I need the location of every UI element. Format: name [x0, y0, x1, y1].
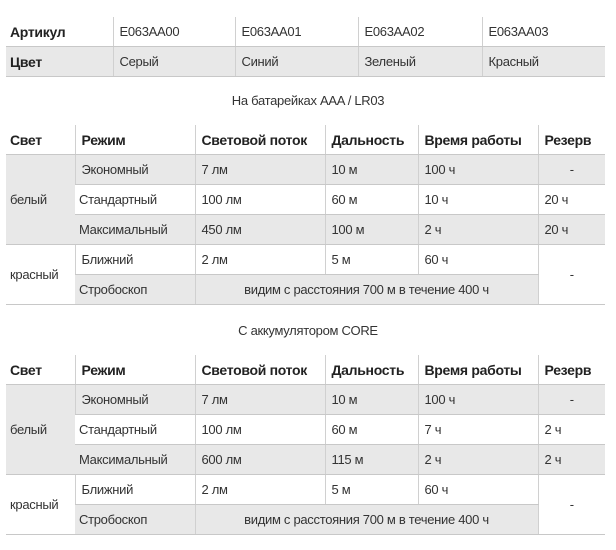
reserve: - [537, 474, 605, 535]
range: 115 м [324, 444, 418, 475]
row-label: Цвет [6, 46, 113, 77]
mode: Стандартный [75, 414, 195, 445]
table-row-color: Цвет Серый Синий Зеленый Красный [6, 46, 605, 77]
reserve: - [537, 154, 605, 185]
range: 60 м [324, 184, 418, 215]
header-cell: Дальность [324, 125, 418, 155]
range: 10 м [324, 154, 418, 185]
header-cell: Световой поток [194, 125, 325, 155]
header-row: Свет Режим Световой поток Дальность Врем… [6, 125, 605, 155]
header-cell: Резерв [537, 125, 605, 155]
mode: Максимальный [75, 444, 195, 475]
table-row: белый Экономный 7 лм 10 м 100 ч - [6, 154, 605, 245]
light-red: красный [6, 474, 75, 535]
table-row: красный Ближний 2 лм 5 м 60 ч - [6, 244, 605, 305]
reserve: - [537, 244, 605, 305]
mode: Экономный [74, 384, 195, 415]
spec-table: Артикул E063AA00 E063AA01 E063AA02 E063A… [6, 17, 605, 77]
row-label: Артикул [6, 17, 113, 47]
flux: 2 лм [194, 244, 325, 275]
time: 10 ч [417, 184, 538, 215]
mode: Стробоскоп [75, 504, 195, 535]
table-row: Максимальный 600 лм 115 м 2 ч 2 ч [6, 444, 605, 475]
header-cell: Дальность [324, 355, 418, 385]
mode: Стандартный [75, 184, 195, 215]
range: 100 м [324, 214, 418, 245]
header-cell: Свет [6, 355, 75, 385]
range: 5 м [324, 474, 418, 505]
time: 7 ч [417, 414, 538, 445]
accu-table: Свет Режим Световой поток Дальность Врем… [6, 355, 605, 535]
table-row: Стробоскоп видим с расстояния 700 м в те… [6, 504, 605, 535]
header-cell: Режим [74, 355, 195, 385]
mode: Максимальный [75, 214, 195, 245]
mode: Экономный [74, 154, 195, 185]
time: 2 ч [417, 214, 538, 245]
time: 2 ч [417, 444, 538, 475]
header-cell: Свет [6, 125, 75, 155]
reserve: - [537, 384, 605, 415]
mode: Ближний [74, 474, 195, 505]
header-cell: Режим [74, 125, 195, 155]
flux: 7 лм [194, 384, 325, 415]
light-red: красный [6, 244, 75, 305]
strobe-note: видим с расстояния 700 м в течение 400 ч [194, 274, 538, 305]
reserve: 2 ч [537, 414, 605, 445]
mode: Стробоскоп [75, 274, 195, 305]
reserve: 20 ч [537, 184, 605, 215]
table-row: Максимальный 450 лм 100 м 2 ч 20 ч [6, 214, 605, 245]
table-row: белый Экономный 7 лм 10 м 100 ч - [6, 384, 605, 475]
light-white: белый [6, 154, 75, 245]
battery-table: Свет Режим Световой поток Дальность Врем… [6, 125, 605, 305]
header-row: Свет Режим Световой поток Дальность Врем… [6, 355, 605, 385]
header-cell: Световой поток [194, 355, 325, 385]
time: 60 ч [417, 474, 538, 505]
reserve: 2 ч [537, 444, 605, 475]
accu-caption: С аккумулятором CORE [238, 323, 378, 338]
battery-caption: На батарейках AAA / LR03 [231, 93, 385, 108]
table-row: Стробоскоп видим с расстояния 700 м в те… [6, 274, 605, 305]
flux: 600 лм [194, 444, 325, 475]
light-white: белый [6, 384, 75, 475]
strobe-note: видим с расстояния 700 м в течение 400 ч [194, 504, 538, 535]
flux: 100 лм [194, 414, 325, 445]
table-row-article: Артикул E063AA00 E063AA01 E063AA02 E063A… [6, 17, 605, 47]
time: 60 ч [417, 244, 538, 275]
table-row: красный Ближний 2 лм 5 м 60 ч - [6, 474, 605, 535]
flux: 450 лм [194, 214, 325, 245]
table-cell: Красный [481, 46, 605, 77]
mode: Ближний [74, 244, 195, 275]
table-cell: Зеленый [357, 46, 482, 77]
flux: 2 лм [194, 474, 325, 505]
table-cell: Серый [112, 46, 235, 77]
header-cell: Время работы [417, 125, 538, 155]
header-cell: Время работы [417, 355, 538, 385]
table-cell: E063AA01 [234, 17, 358, 47]
flux: 7 лм [194, 154, 325, 185]
table-cell: E063AA03 [481, 17, 605, 47]
time: 100 ч [417, 384, 538, 415]
table-row: Стандартный 100 лм 60 м 7 ч 2 ч [6, 414, 605, 445]
flux: 100 лм [194, 184, 325, 215]
table-cell: E063AA02 [357, 17, 482, 47]
reserve: 20 ч [537, 214, 605, 245]
header-cell: Резерв [537, 355, 605, 385]
time: 100 ч [417, 154, 538, 185]
range: 5 м [324, 244, 418, 275]
range: 10 м [324, 384, 418, 415]
range: 60 м [324, 414, 418, 445]
table-cell: Синий [234, 46, 358, 77]
table-row: Стандартный 100 лм 60 м 10 ч 20 ч [6, 184, 605, 215]
table-cell: E063AA00 [112, 17, 235, 47]
